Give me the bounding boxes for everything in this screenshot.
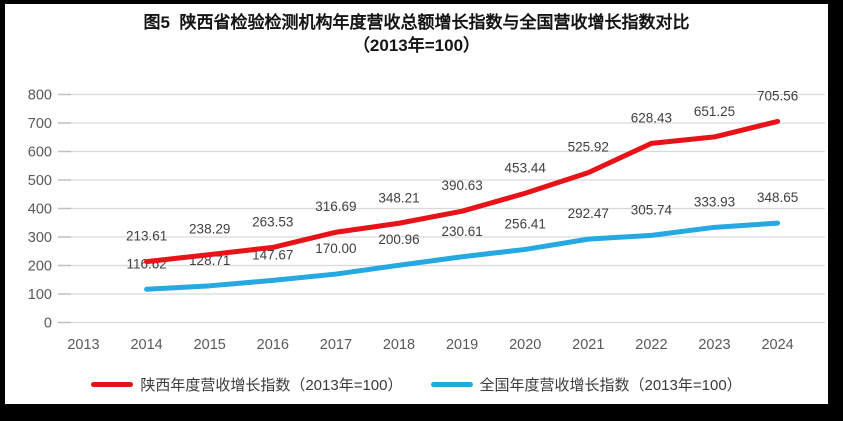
- data-label: 238.29: [189, 222, 230, 237]
- legend-label-shaanxi: 陕西年度营收增长指数（2013年=100）: [140, 376, 403, 394]
- x-tick-label: 2021: [572, 337, 604, 353]
- x-tick-label: 2015: [194, 337, 226, 353]
- data-label: 147.67: [252, 247, 293, 262]
- data-label: 256.41: [505, 216, 546, 231]
- x-tick-label: 2020: [509, 337, 541, 353]
- legend-swatch-national-icon: [430, 381, 473, 387]
- data-label: 348.21: [378, 190, 419, 205]
- data-label: 316.69: [315, 199, 356, 214]
- data-label: 651.25: [694, 104, 735, 119]
- series-line-shaanxi: [144, 118, 781, 265]
- x-tick-label: 2016: [257, 337, 289, 353]
- data-label: 333.93: [694, 194, 735, 209]
- x-tick-label: 2017: [320, 337, 352, 353]
- data-label: 453.44: [505, 160, 547, 175]
- data-label: 305.74: [631, 202, 673, 217]
- x-tick-label: 2022: [635, 337, 667, 353]
- chart-title: 图5 陕西省检验检测机构年度营收总额增长指数与全国营收增长指数对比 （2013年…: [5, 11, 828, 57]
- data-label: 170.00: [315, 241, 356, 256]
- y-tick-label: 100: [28, 287, 52, 303]
- chart-frame: [5, 4, 828, 404]
- chart-title-line2: （2013年=100）: [352, 36, 481, 55]
- data-label: 213.61: [126, 229, 167, 244]
- y-tick-label: 200: [28, 259, 52, 275]
- legend-item-shaanxi: 陕西年度营收增长指数（2013年=100）: [91, 374, 403, 395]
- data-label: 628.43: [631, 110, 672, 125]
- y-tick-label: 600: [28, 145, 52, 161]
- y-tick-label: 400: [28, 202, 52, 218]
- data-label: 390.63: [441, 178, 482, 193]
- x-tick-label: 2024: [761, 337, 793, 353]
- x-tick-label: 2019: [446, 337, 478, 353]
- y-tick-label: 700: [28, 116, 52, 132]
- y-tick-label: 500: [28, 173, 52, 189]
- data-label: 200.96: [378, 232, 419, 247]
- x-tick-label: 2014: [130, 337, 162, 353]
- x-tick-label: 2013: [67, 337, 99, 353]
- x-tick-label: 2023: [698, 337, 730, 353]
- legend-label-national: 全国年度营收增长指数（2013年=100）: [479, 376, 742, 394]
- x-tick-label: 2018: [383, 337, 415, 353]
- data-label: 292.47: [568, 206, 609, 221]
- chart-legend: 陕西年度营收增长指数（2013年=100） 全国年度营收增长指数（2013年=1…: [5, 371, 828, 397]
- data-label: 230.61: [441, 224, 482, 239]
- legend-swatch-shaanxi-icon: [91, 381, 134, 387]
- data-label: 348.65: [757, 190, 798, 205]
- chart-title-line1: 图5 陕西省检验检测机构年度营收总额增长指数与全国营收增长指数对比: [143, 13, 690, 32]
- y-tick-label: 0: [44, 316, 52, 332]
- data-label: 705.56: [757, 88, 798, 103]
- y-tick-label: 800: [28, 88, 52, 104]
- series-line-national: [144, 220, 781, 292]
- data-label: 263.53: [252, 214, 293, 229]
- y-tick-label: 300: [28, 230, 52, 246]
- legend-item-national: 全国年度营收增长指数（2013年=100）: [430, 374, 742, 395]
- data-label: 525.92: [568, 140, 609, 155]
